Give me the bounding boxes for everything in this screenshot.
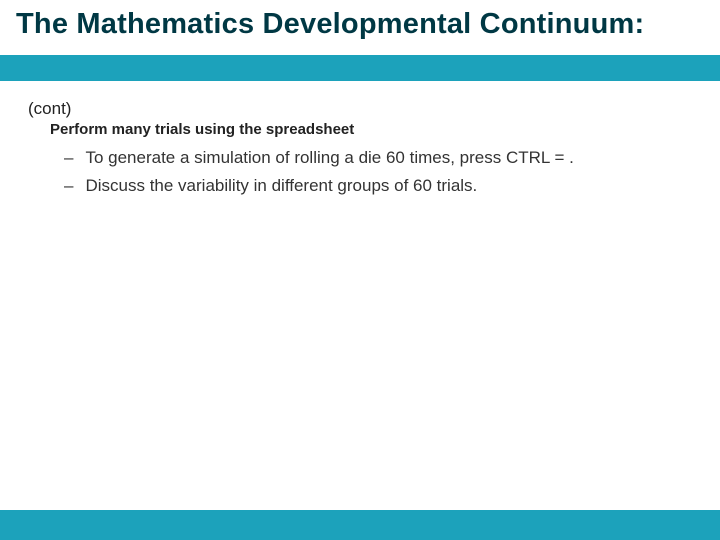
bullet-text: To generate a simulation of rolling a di…: [85, 148, 692, 168]
bullet-dash-icon: –: [64, 148, 73, 168]
header-sub-band: [0, 55, 720, 81]
header-band: The Mathematics Developmental Continuum:: [0, 0, 720, 81]
bullet-list: – To generate a simulation of rolling a …: [64, 148, 692, 196]
section-subtitle: Perform many trials using the spreadshee…: [50, 121, 692, 138]
slide-title: The Mathematics Developmental Continuum:: [16, 8, 704, 41]
bullet-dash-icon: –: [64, 176, 73, 196]
content-area: (cont) Perform many trials using the spr…: [0, 81, 720, 196]
bullet-item: – Discuss the variability in different g…: [64, 176, 692, 196]
bullet-item: – To generate a simulation of rolling a …: [64, 148, 692, 168]
footer-band: [0, 510, 720, 540]
title-bar: The Mathematics Developmental Continuum:: [0, 0, 720, 55]
continuation-label: (cont): [28, 99, 692, 119]
bullet-text: Discuss the variability in different gro…: [85, 176, 692, 196]
